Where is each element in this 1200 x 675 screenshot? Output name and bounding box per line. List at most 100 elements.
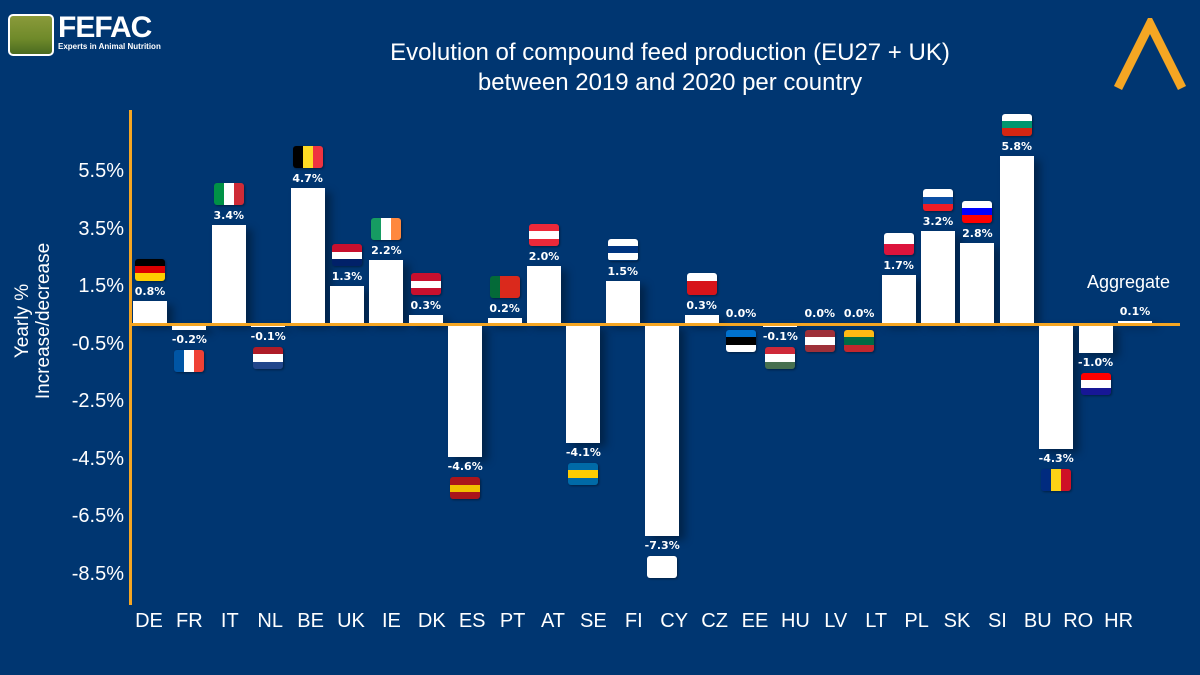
bar-ie-value-label: 2.2% xyxy=(371,244,402,258)
bar-fr-bar xyxy=(172,324,207,330)
bar-se-flag-icon xyxy=(568,462,599,485)
x-tick-label: DE xyxy=(135,610,163,632)
bar-fi-flag-icon xyxy=(607,238,638,261)
bar-hu-flag-icon xyxy=(765,346,796,369)
caret-logo-icon xyxy=(1113,18,1187,91)
title-line-1: Evolution of compound feed production (E… xyxy=(390,39,950,66)
logo-name: FEFAC xyxy=(58,11,152,44)
bar-lt-flag-icon xyxy=(844,330,875,352)
bar-pt-value-label: 0.2% xyxy=(489,302,520,316)
x-tick-label: BU xyxy=(1023,610,1052,632)
bar-de-value-label: 0.8% xyxy=(134,284,166,298)
bar-at-bar xyxy=(527,266,561,324)
bar-lv-flag-icon xyxy=(804,330,835,352)
bar-at-value-label: 2.0% xyxy=(528,250,560,263)
x-tick-label: RO xyxy=(1063,610,1094,632)
bar-cy-bar xyxy=(645,324,680,536)
logo-tagline: Experts in Animal Nutrition xyxy=(58,42,161,51)
bar-bu-flag-icon xyxy=(1001,113,1032,136)
bar-es-bar xyxy=(448,324,483,458)
bar-ro-value-label: -4.3% xyxy=(1038,451,1074,465)
bar-be-bar xyxy=(290,187,325,324)
y-tick-label: -6.5% xyxy=(71,505,124,528)
bar-lv-value-label: 0.0% xyxy=(804,307,836,320)
bar-pl-bar xyxy=(881,274,916,324)
bar-ie-flag-icon xyxy=(371,218,402,241)
x-tick-label: HR xyxy=(1104,610,1134,632)
bar-pl-flag-icon xyxy=(883,232,914,255)
x-tick-label: UK xyxy=(337,610,365,632)
bar-bu-value-label: 5.8% xyxy=(1001,139,1033,153)
bar-lt-value-label: 0.0% xyxy=(843,307,875,320)
y-tick-label: -4.5% xyxy=(71,447,124,470)
bar-hr-bar xyxy=(1078,324,1113,353)
aggregate-value-label: 0.1% xyxy=(1119,305,1151,319)
x-tick-label: CZ xyxy=(701,610,728,632)
x-tick-label: LV xyxy=(824,610,848,632)
x-tick-label: AT xyxy=(540,610,566,632)
logo-icon xyxy=(8,14,54,56)
bar-pl-value-label: 1.7% xyxy=(883,258,914,272)
bar-be-flag-icon xyxy=(292,145,323,168)
bar-de-flag-icon xyxy=(135,258,165,281)
aggregate-bar xyxy=(1118,321,1152,324)
bar-fi-value-label: 1.5% xyxy=(607,264,639,278)
title-line-2: between 2019 and 2020 per country xyxy=(477,69,863,96)
y-tick-label: -0.5% xyxy=(71,332,124,355)
bar-cy-flag-icon xyxy=(647,555,678,578)
x-tick-label: ES xyxy=(458,610,486,632)
y-tick-label: -8.5% xyxy=(71,562,124,585)
bar-sk-bar xyxy=(921,231,955,324)
bar-nl-flag-icon xyxy=(253,346,284,369)
y-tick-label: -2.5% xyxy=(71,390,124,413)
bar-cz-value-label: 0.3% xyxy=(686,299,717,313)
x-tick-label: IT xyxy=(220,610,239,632)
bar-uk-bar xyxy=(330,286,364,324)
x-tick-label: SK xyxy=(943,610,971,632)
bar-at-flag-icon xyxy=(529,224,559,246)
x-tick-label: CY xyxy=(660,610,689,632)
bar-si-bar xyxy=(960,242,995,324)
bar-it-flag-icon xyxy=(213,183,244,206)
bar-es-value-label: -4.6% xyxy=(447,460,483,474)
x-tick-label: LT xyxy=(865,610,888,632)
bar-ro-flag-icon xyxy=(1041,468,1072,491)
bar-dk-bar xyxy=(408,315,443,324)
bar-es-flag-icon xyxy=(450,477,481,500)
bar-it-value-label: 3.4% xyxy=(213,209,245,223)
bar-se-value-label: -4.1% xyxy=(565,445,601,459)
bar-hu-value-label: -0.1% xyxy=(762,329,798,343)
x-tick-label: PL xyxy=(904,610,929,632)
bar-ee-value-label: 0.0% xyxy=(725,307,757,320)
bar-uk-value-label: 1.3% xyxy=(331,270,363,284)
bar-ro-bar xyxy=(1039,324,1074,449)
bar-cz-bar xyxy=(684,315,719,324)
bar-hr-value-label: -1.0% xyxy=(1078,356,1114,369)
bar-dk-flag-icon xyxy=(410,273,441,296)
bar-fi-bar xyxy=(605,280,640,324)
bar-cz-flag-icon xyxy=(686,273,717,296)
bar-it-bar xyxy=(211,225,246,324)
zero-line xyxy=(130,323,1180,326)
x-tick-label: BE xyxy=(297,610,324,632)
x-tick-label: SI xyxy=(987,610,1007,632)
x-tick-label: EE xyxy=(741,610,769,632)
bar-fr-flag-icon xyxy=(174,349,205,372)
bar-cy-value-label: -7.3% xyxy=(644,538,680,552)
fefac-logo: FEFAC Experts in Animal Nutrition xyxy=(8,11,161,56)
aggregate-label: Aggregate xyxy=(1087,272,1171,292)
bar-de-bar xyxy=(133,300,167,324)
x-tick-label: DK xyxy=(417,610,446,632)
bar-sk-value-label: 3.2% xyxy=(922,215,954,229)
y-axis-line xyxy=(129,110,132,605)
bar-sk-flag-icon xyxy=(923,189,953,212)
bar-se-bar xyxy=(566,324,601,443)
bar-si-value-label: 2.8% xyxy=(962,226,993,240)
bar-dk-value-label: 0.3% xyxy=(410,299,442,313)
x-tick-label: PT xyxy=(499,610,526,632)
x-tick-label: NL xyxy=(257,610,283,632)
chart-title: Evolution of compound feed production (E… xyxy=(240,38,1100,98)
bar-fr-value-label: -0.2% xyxy=(171,332,207,346)
bar-bu-bar xyxy=(999,155,1034,324)
